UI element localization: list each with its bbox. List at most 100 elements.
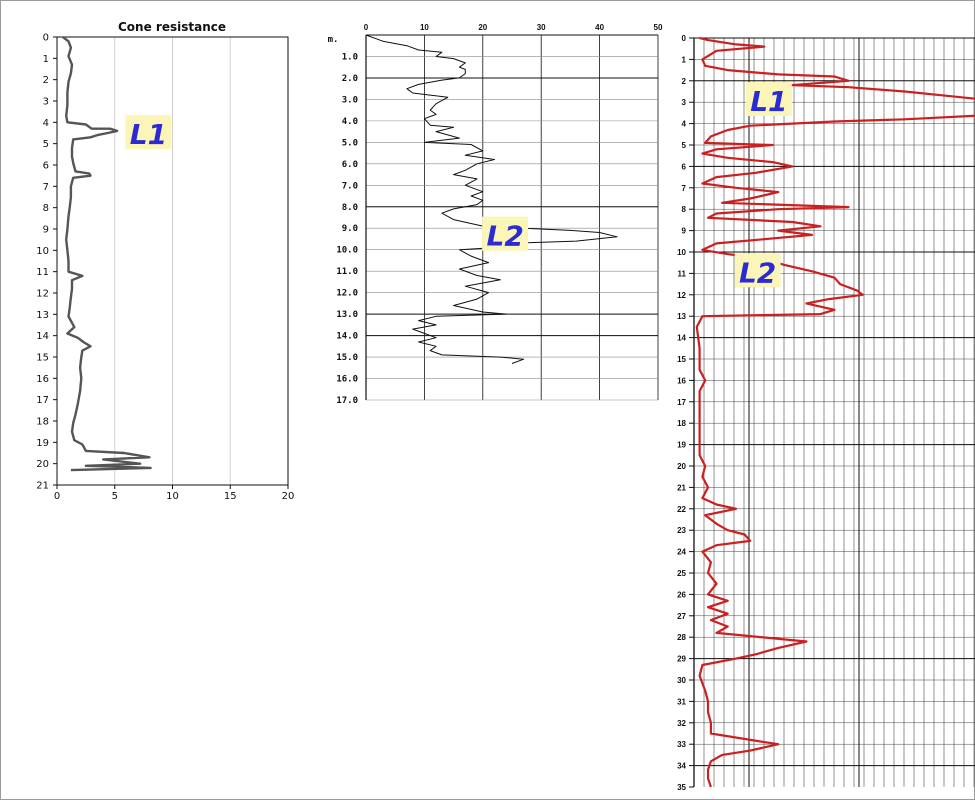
panel1-ytick-label: 2: [43, 75, 49, 86]
panel3-ytick-label: 8: [682, 205, 687, 214]
panel1-ytick-label: 20: [36, 459, 49, 470]
panel2-ytick-label: 13.0: [336, 310, 358, 320]
panel3-annotation-bg: [745, 82, 792, 117]
panel1-ytick-label: 8: [43, 203, 49, 214]
panel2-ytick-label: 9.0: [342, 224, 358, 234]
panel3-ytick-label: 0: [682, 34, 687, 43]
panel1-ytick-label: 3: [43, 97, 49, 108]
panel3-ytick-label: 18: [677, 419, 686, 428]
panel2-xtick-label: 20: [478, 23, 487, 32]
panel2-ytick-label: 10.0: [336, 246, 358, 256]
panel2-series-line: [365, 34, 618, 364]
panel3-ytick-label: 34: [677, 762, 686, 771]
panel3-ytick-label: 1: [682, 55, 687, 64]
panel3-ytick-label: 12: [677, 291, 686, 300]
panel1-ytick-label: 5: [43, 139, 49, 150]
panel2-ytick-label: 3.0: [342, 95, 358, 105]
panel1-ytick-label: 4: [43, 118, 49, 129]
panel3-ytick-label: 14: [677, 334, 686, 343]
panel1-ytick-label: 21: [36, 481, 49, 492]
panel1-ytick-label: 9: [43, 225, 49, 236]
panel3-ytick-label: 24: [677, 548, 686, 557]
panel1-ytick-label: 14: [36, 331, 49, 342]
panel2-xtick-label: 30: [537, 23, 546, 32]
panel3-ytick-label: 21: [677, 483, 686, 492]
panel1-title: Cone resistance: [118, 20, 226, 34]
panel2-xtick-label: 10: [420, 23, 429, 32]
panel3-ytick-label: 32: [677, 719, 686, 728]
panel1-xtick-label: 15: [224, 491, 237, 502]
panel2-ytick-label: 5.0: [342, 138, 358, 148]
panel2-ytick-label: 1.0: [342, 52, 358, 62]
panel3-ytick-label: 29: [677, 655, 686, 664]
panel1-xtick-label: 5: [112, 491, 118, 502]
panel3-ytick-label: 19: [677, 441, 686, 450]
panel2-ytick-label: 11.0: [336, 267, 358, 277]
panel1-ytick-label: 10: [36, 246, 49, 257]
panel2-ytick-label: 6.0: [342, 160, 358, 170]
panel3-ytick-label: 11: [678, 269, 687, 278]
panel3-ytick-label: 3: [682, 98, 687, 107]
panel1-xtick-label: 20: [282, 491, 295, 502]
panel3-ytick-label: 20: [677, 462, 686, 471]
panel1-ytick-label: 15: [36, 353, 49, 364]
panel3-ytick-label: 4: [682, 120, 687, 129]
panel3-ytick-label: 35: [677, 783, 686, 792]
panel3-ytick-label: 13: [677, 312, 686, 321]
panel1-ytick-label: 13: [36, 310, 49, 321]
panel3-ytick-label: 27: [677, 612, 686, 621]
panel3-ytick-label: 6: [682, 162, 687, 171]
panel1-series-line: [62, 36, 152, 472]
panel2-ytick-label: 7.0: [342, 181, 358, 191]
panel2-xtick-label: 40: [595, 23, 604, 32]
panel3-ytick-label: 15: [677, 355, 686, 364]
panel3-ytick-label: 7: [682, 184, 687, 193]
panel2-ytick-label: 17.0: [336, 396, 358, 406]
panel1-ytick-label: 0: [43, 33, 49, 44]
panel3-ytick-label: 23: [677, 526, 686, 535]
panel3-ytick-label: 2: [682, 77, 687, 86]
panel2-xtick-label: 50: [654, 23, 663, 32]
panel3-ytick-label: 9: [682, 227, 687, 236]
panel2-ytick-label: 8.0: [342, 203, 358, 213]
panel3-series-line: [695, 36, 975, 788]
panel2-ytick-label: 15.0: [336, 353, 358, 363]
panel3-ytick-label: 30: [677, 676, 686, 685]
panel2-ytick-label: 12.0: [336, 289, 358, 299]
panel1-annotation-L1: L1: [130, 118, 167, 151]
panel1-annotation-bg: [125, 115, 172, 150]
panel3-ytick-label: 17: [677, 398, 686, 407]
panel1-ytick-label: 6: [43, 161, 49, 172]
panel3-ytick-label: 5: [682, 141, 687, 150]
panel2-xtick-label: 0: [364, 23, 369, 32]
panel2-ytick-label: 16.0: [336, 375, 358, 385]
panel1-xtick-label: 10: [166, 491, 179, 502]
panel3-ytick-label: 10: [677, 248, 686, 257]
panel1-ytick-label: 11: [36, 267, 49, 278]
panel3-ytick-label: 26: [677, 590, 686, 599]
panel3-ytick-label: 25: [677, 569, 686, 578]
panel1-ytick-label: 17: [36, 395, 49, 406]
panel3-ytick-label: 33: [677, 740, 686, 749]
panel1-ytick-label: 18: [36, 417, 49, 428]
panel1-xtick-label: 0: [54, 491, 60, 502]
panel2-depth-unit: m.: [328, 35, 339, 45]
panel1-ytick-label: 1: [43, 54, 49, 65]
panel2-ytick-label: 2.0: [342, 74, 358, 84]
panel3-annotation-L2: L2: [739, 256, 776, 289]
panel3-ytick-label: 31: [677, 697, 686, 706]
panel3-annotation-L1: L1: [750, 85, 787, 118]
panel2-annotation-bg: [482, 216, 529, 251]
panel3-ytick-label: 28: [677, 633, 686, 642]
panel3-ytick-label: 16: [677, 376, 686, 385]
panel1-ytick-label: 7: [43, 182, 49, 193]
panel3-ytick-label: 22: [677, 505, 686, 514]
panel2-ytick-label: 4.0: [342, 117, 358, 127]
panel3-annotation-bg: [734, 253, 781, 288]
panel1-ytick-label: 16: [36, 374, 49, 385]
panel1-ytick-label: 12: [36, 289, 49, 300]
panel2-ytick-label: 14.0: [336, 332, 358, 342]
panel1-ytick-label: 19: [36, 438, 49, 449]
panel2-annotation-L2: L2: [486, 220, 523, 253]
